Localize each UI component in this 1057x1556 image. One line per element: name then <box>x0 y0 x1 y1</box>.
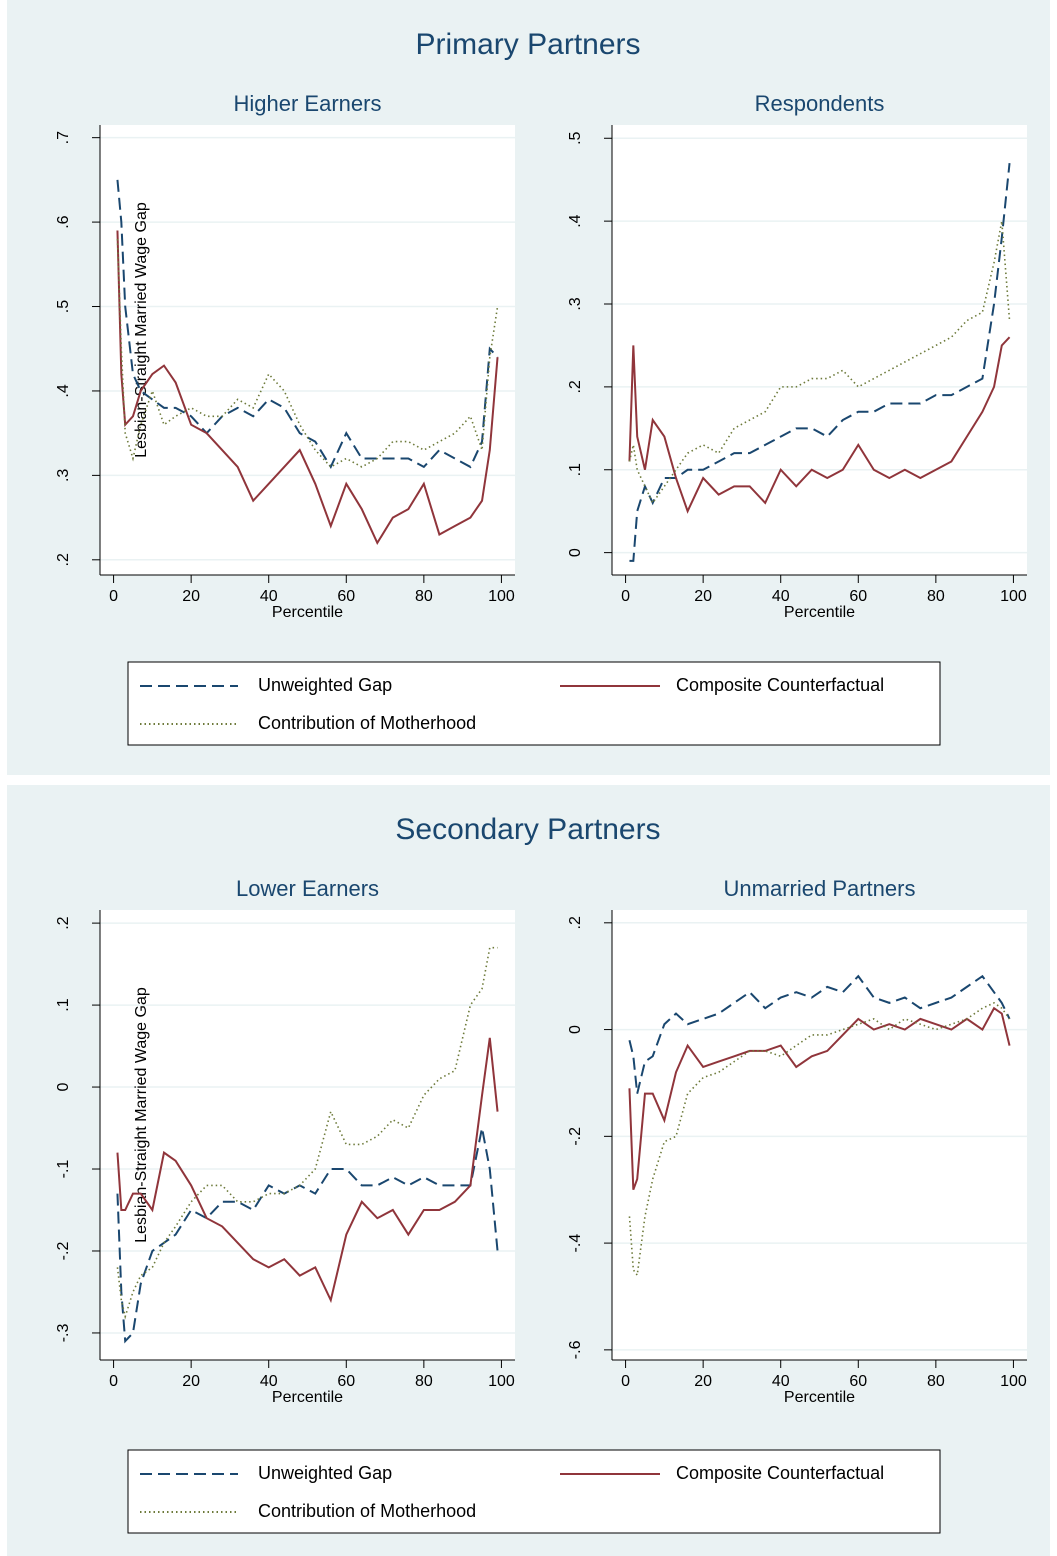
y-tick-label: .2 <box>55 916 72 929</box>
y-tick-label: .7 <box>55 131 72 144</box>
panel-title: Lower Earners <box>236 876 379 901</box>
y-tick-label: .1 <box>567 463 584 476</box>
legend-box <box>127 1449 941 1534</box>
x-tick-label: 20 <box>694 1373 712 1390</box>
x-tick-label: 40 <box>772 588 790 605</box>
x-tick-label: 80 <box>415 588 433 605</box>
legend-label: Unweighted Gap <box>258 1463 392 1483</box>
x-tick-label: 0 <box>109 588 118 605</box>
series-line <box>116 230 499 546</box>
y-tick-label: -.6 <box>567 1340 584 1359</box>
legend-label: Composite Counterfactual <box>676 1463 884 1483</box>
series-line <box>628 1006 1011 1191</box>
y-tick-label: .1 <box>55 998 72 1011</box>
x-tick-label: 20 <box>182 1373 200 1390</box>
series-line <box>628 336 1011 514</box>
x-tick-label: 0 <box>109 1373 118 1390</box>
y-tick-label: 0 <box>55 1083 72 1092</box>
y-tick-label: .6 <box>55 215 72 228</box>
y-tick-label: -.1 <box>55 1160 72 1179</box>
series-line <box>628 974 1011 1094</box>
x-tick-label: 60 <box>337 1373 355 1390</box>
x-tick-label: 0 <box>621 588 630 605</box>
y-tick-label: .5 <box>567 131 584 144</box>
x-tick-label: 100 <box>1000 588 1027 605</box>
panel-title: Unmarried Partners <box>724 876 916 901</box>
series-line <box>628 1001 1011 1278</box>
y-tick-label: .2 <box>55 553 72 566</box>
legend-label: Unweighted Gap <box>258 675 392 695</box>
x-tick-label: 80 <box>927 588 945 605</box>
y-tick-label: .4 <box>55 384 72 397</box>
group-title: Primary Partners <box>415 28 640 61</box>
plot-area <box>100 125 515 575</box>
series-line <box>116 946 498 1320</box>
legend-label: Contribution of Motherhood <box>258 1501 476 1521</box>
x-axis-label: Percentile <box>272 1389 343 1406</box>
plot-area <box>612 910 1027 1360</box>
y-tick-label: -.2 <box>567 1127 584 1146</box>
x-tick-label: 80 <box>415 1373 433 1390</box>
x-tick-label: 40 <box>772 1373 790 1390</box>
x-tick-label: 60 <box>337 588 355 605</box>
legend-box <box>127 661 941 746</box>
legend-label: Contribution of Motherhood <box>258 713 476 733</box>
y-axis-label: Lesbian-Straight Married Wage Gap <box>133 202 150 458</box>
x-tick-label: 100 <box>1000 1373 1027 1390</box>
legend-label: Composite Counterfactual <box>676 675 884 695</box>
y-tick-label: .2 <box>567 380 584 393</box>
y-tick-label: 0 <box>567 1025 584 1034</box>
y-tick-label: -.3 <box>55 1324 72 1343</box>
plot-area <box>100 910 515 1360</box>
y-axis-label: Lesbian-Straight Married Wage Gap <box>133 987 150 1243</box>
y-tick-label: .3 <box>567 297 584 310</box>
x-tick-label: 0 <box>621 1373 630 1390</box>
y-tick-label: .2 <box>567 916 584 929</box>
x-tick-label: 100 <box>488 1373 515 1390</box>
series-line <box>116 1037 499 1304</box>
x-tick-label: 20 <box>182 588 200 605</box>
plot-area <box>612 125 1027 575</box>
y-tick-label: -.2 <box>55 1242 72 1261</box>
x-axis-label: Percentile <box>272 604 343 621</box>
series-line <box>116 1127 499 1344</box>
x-tick-label: 40 <box>260 1373 278 1390</box>
panel-title: Higher Earners <box>234 91 382 116</box>
y-tick-label: .3 <box>55 469 72 482</box>
x-tick-label: 20 <box>694 588 712 605</box>
x-tick-label: 80 <box>927 1373 945 1390</box>
y-tick-label: .5 <box>55 300 72 313</box>
y-tick-label: -.4 <box>567 1234 584 1253</box>
y-tick-label: 0 <box>567 548 584 557</box>
x-tick-label: 40 <box>260 588 278 605</box>
x-axis-label: Percentile <box>784 1389 855 1406</box>
series-line <box>629 163 1011 562</box>
x-axis-label: Percentile <box>784 604 855 621</box>
group-title: Secondary Partners <box>395 813 660 846</box>
series-line <box>628 220 1011 505</box>
series-line <box>116 238 499 468</box>
x-tick-label: 60 <box>849 588 867 605</box>
x-tick-label: 100 <box>488 588 515 605</box>
y-tick-label: .4 <box>567 214 584 227</box>
x-tick-label: 60 <box>849 1373 867 1390</box>
panel-title: Respondents <box>755 91 885 116</box>
